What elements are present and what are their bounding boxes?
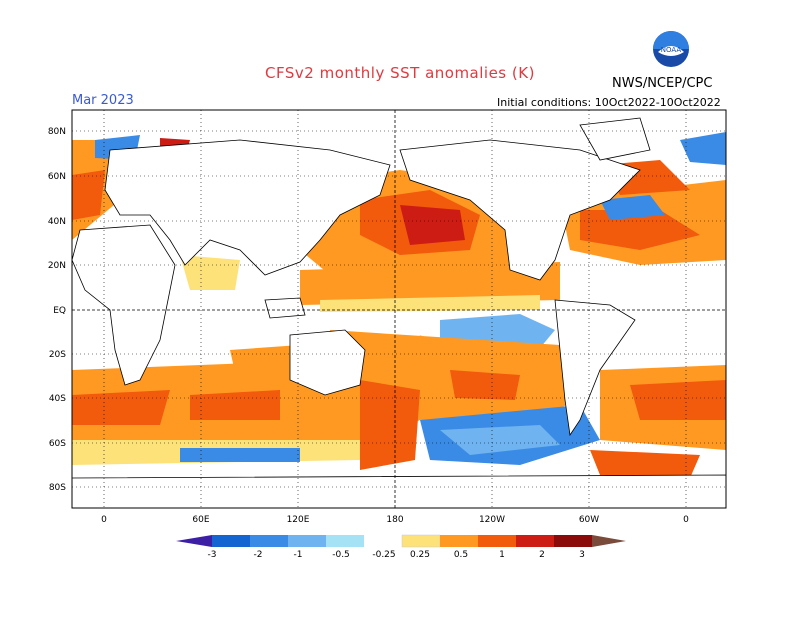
anomaly-fields: [72, 132, 726, 478]
lat-label-80s: 80S: [49, 483, 66, 493]
colorbar-label: -0.25: [372, 550, 395, 560]
map-gridlines: [72, 110, 726, 508]
lon-label-120e: 120E: [287, 515, 310, 525]
colorbar-label: 3: [579, 550, 585, 560]
colorbar-label: -0.5: [332, 550, 350, 560]
colorbar-swatch: [250, 535, 288, 547]
initial-conditions: Initial conditions: 10Oct2022-10Oct2022: [497, 96, 721, 109]
lat-label-eq: EQ: [53, 306, 66, 316]
lat-label-40n: 40N: [48, 217, 66, 227]
lon-label-0: 0: [101, 515, 107, 525]
agency-label: NWS/NCEP/CPC: [612, 76, 713, 91]
colorbar-swatch: [212, 535, 250, 547]
lon-label-60w: 60W: [579, 515, 599, 525]
colorbar-label: 0.5: [454, 550, 468, 560]
colorbar-swatch: [288, 535, 326, 547]
noaa-logo: NOAA: [652, 30, 690, 68]
forecast-month: Mar 2023: [72, 93, 134, 108]
colorbar-label: 1: [499, 550, 505, 560]
colorbar: -3 -2 -1 -0.5 -0.25 0.25 0.5 1 2 3: [176, 534, 626, 560]
lon-label-180: 180: [386, 515, 403, 525]
colorbar-label: -3: [208, 550, 217, 560]
lat-label-60n: 60N: [48, 172, 66, 182]
colorbar-swatch: [554, 535, 592, 547]
continents: [72, 117, 726, 508]
lon-label-120w: 120W: [479, 515, 505, 525]
lat-label-20s: 20S: [49, 350, 66, 360]
colorbar-label: 2: [539, 550, 545, 560]
equator-dateline: [72, 110, 726, 508]
chart-title: CFSv2 monthly SST anomalies (K): [265, 64, 535, 82]
lat-label-80n: 80N: [48, 127, 66, 137]
lat-label-20n: 20N: [48, 261, 66, 271]
colorbar-swatch: [478, 535, 516, 547]
colorbar-swatch: [440, 535, 478, 547]
lon-axis: 0 60E 120E 180 120W 60W 0: [101, 515, 689, 525]
colorbar-swatch: [326, 535, 364, 547]
lat-label-60s: 60S: [49, 439, 66, 449]
lon-label-60e: 60E: [192, 515, 209, 525]
colorbar-label: -1: [294, 550, 303, 560]
lat-label-40s: 40S: [49, 394, 66, 404]
colorbar-swatch: [364, 535, 402, 547]
colorbar-min-arrow: [176, 535, 212, 547]
colorbar-swatch: [401, 534, 441, 548]
map-frame: [71, 109, 727, 509]
lat-axis: 80N 60N 40N 20N EQ 20S 40S 60S 80S: [48, 127, 66, 493]
colorbar-label: -2: [254, 550, 263, 560]
logo-text: NOAA: [661, 46, 682, 54]
colorbar-swatch: [516, 535, 554, 547]
lon-label-0-east: 0: [683, 515, 689, 525]
colorbar-label: 0.25: [410, 550, 430, 560]
colorbar-max-arrow: [592, 535, 626, 547]
